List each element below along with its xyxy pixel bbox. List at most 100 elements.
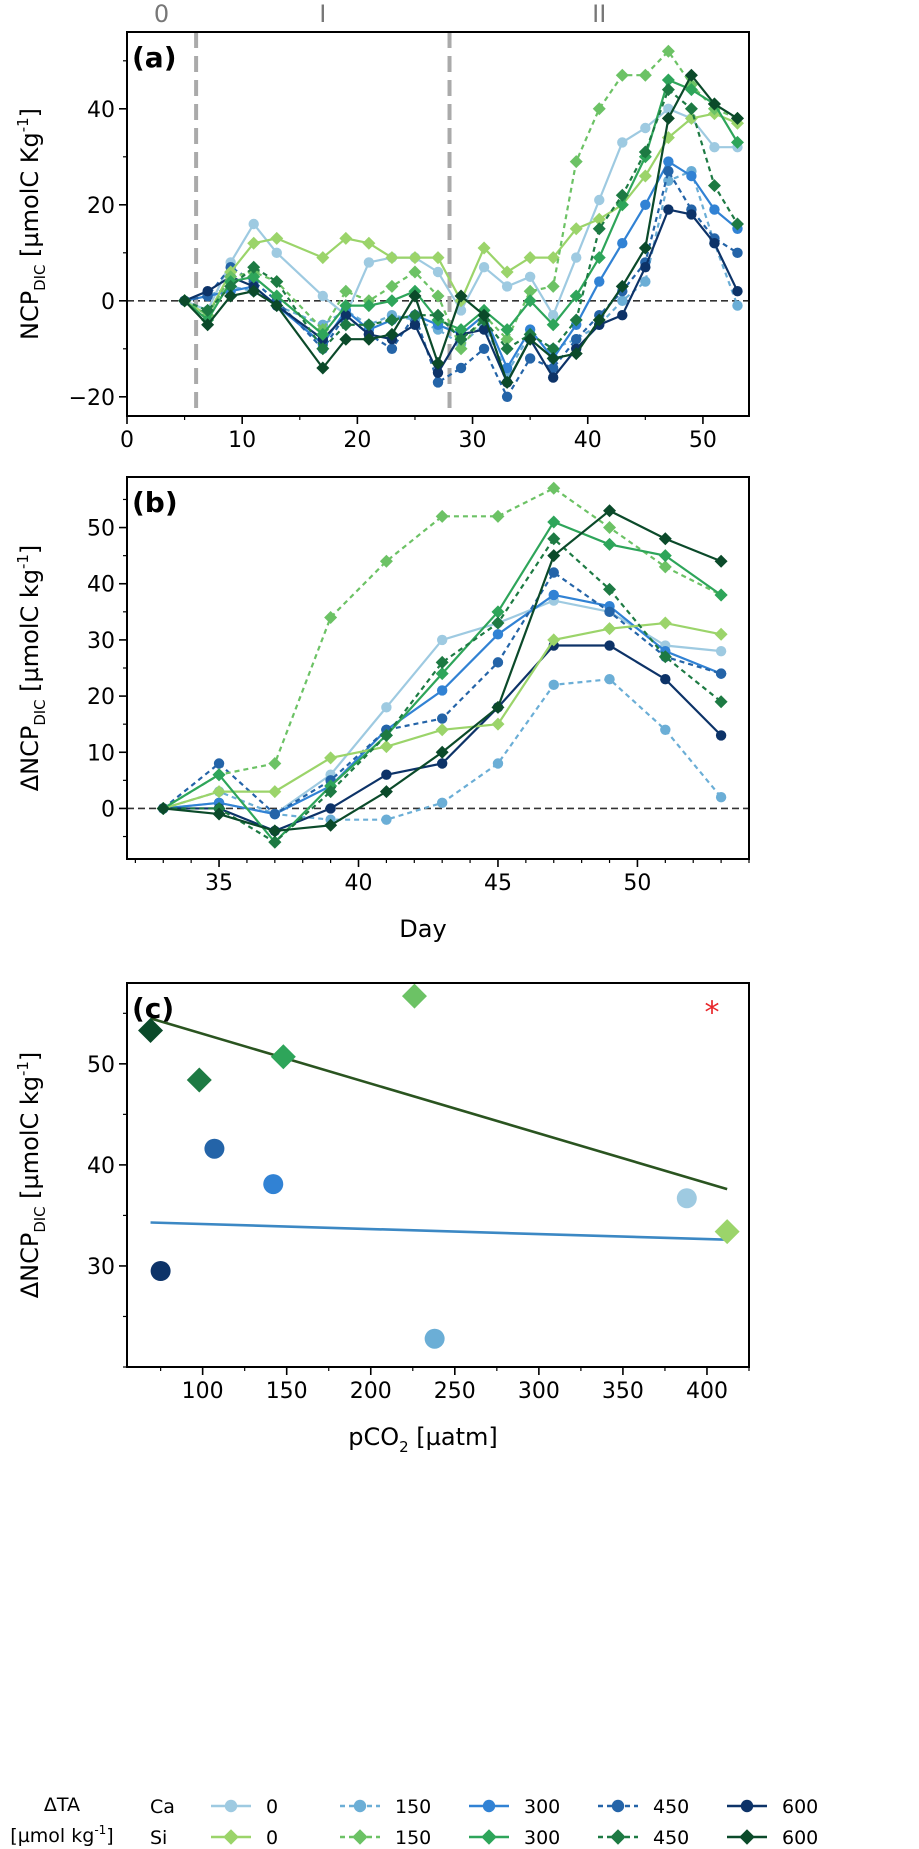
data-point-si_450-5 bbox=[316, 342, 330, 356]
data-point-si_600-3 bbox=[247, 284, 261, 298]
data-point-ca_450-14 bbox=[524, 353, 536, 364]
legend-marker bbox=[224, 1799, 238, 1813]
x-tick-label: 350 bbox=[602, 1379, 644, 1404]
data-point-si_0-7 bbox=[547, 633, 561, 647]
data-point-si_600-14 bbox=[523, 332, 537, 346]
legend-units-end: ] bbox=[106, 1825, 113, 1847]
x-tick-label: 30 bbox=[459, 428, 487, 453]
data-point-si_150-5 bbox=[435, 509, 449, 523]
data-point-si_150-20 bbox=[661, 44, 675, 58]
legend-row-label: Si bbox=[150, 1827, 167, 1849]
data-point-ca_150-8 bbox=[604, 674, 615, 685]
data-point-ca_600-9 bbox=[409, 319, 421, 330]
legend-marker bbox=[223, 1829, 239, 1845]
series-line-si_300 bbox=[162, 520, 722, 844]
data-point-si_300-17 bbox=[592, 251, 606, 265]
legend-marker bbox=[611, 1799, 625, 1813]
data-point-si_0-8 bbox=[385, 251, 399, 265]
y-tick-label: 40 bbox=[87, 573, 115, 598]
data-point-si_300-10 bbox=[714, 588, 728, 602]
panel-c: * 100 150 200 250 300 350 400 30 40 50 (c) ΔNCPDIC [… bbox=[14, 982, 750, 1456]
y-axis-label-sup: -1 bbox=[14, 554, 32, 569]
legend-entry-label: 150 bbox=[395, 1827, 431, 1849]
data-point-si_300-7 bbox=[362, 299, 376, 313]
data-point-si_300-16 bbox=[569, 289, 583, 303]
data-point-si_600-0 bbox=[178, 294, 192, 308]
data-point-si_0-10 bbox=[714, 627, 728, 641]
data-point-si_450-4 bbox=[379, 728, 393, 742]
data-point-si_0-19 bbox=[638, 169, 652, 183]
legend-entry-ca_600: 600 bbox=[727, 1796, 818, 1818]
data-point-ca_450-2 bbox=[269, 808, 281, 820]
y-axis-label-end: ] bbox=[16, 545, 44, 554]
data-point-ca_450-8 bbox=[604, 606, 615, 618]
data-point-si_600-22 bbox=[707, 97, 721, 111]
data-point-ca_150-6 bbox=[492, 758, 504, 769]
data-point-ca_600-6 bbox=[340, 310, 352, 321]
legend-entry-label: 600 bbox=[782, 1796, 818, 1818]
data-point-si_0-7 bbox=[362, 236, 376, 250]
data-point-si_150-8 bbox=[603, 521, 617, 535]
data-point-si_300-11 bbox=[454, 323, 468, 337]
data-point-si_600-4 bbox=[379, 785, 393, 799]
data-point-ca_600-10 bbox=[432, 367, 444, 378]
data-point-ca_300-22 bbox=[709, 204, 720, 215]
data-point-si_600-10 bbox=[431, 356, 445, 370]
data-point-si_0-5 bbox=[435, 723, 449, 737]
data-point-ca_450-13 bbox=[501, 391, 513, 402]
data-point-ca_450-23 bbox=[732, 247, 743, 258]
data-point-ca_450-20 bbox=[663, 166, 674, 177]
data-point-ca_300-17 bbox=[594, 276, 605, 287]
scatter-point-si_0 bbox=[714, 1219, 740, 1245]
y-tick-label: 0 bbox=[101, 797, 115, 822]
series-si_600 bbox=[178, 68, 744, 389]
series-line-ca_0 bbox=[184, 107, 738, 318]
data-point-si_600-5 bbox=[435, 745, 449, 759]
data-point-si_300-8 bbox=[603, 537, 617, 551]
data-point-ca_150-7 bbox=[548, 679, 559, 691]
data-point-si_0-9 bbox=[408, 251, 422, 265]
data-point-si_0-6 bbox=[339, 231, 353, 245]
scatter-point-si_300 bbox=[270, 1044, 296, 1070]
data-point-ca_0-12 bbox=[478, 262, 490, 273]
legend: ΔTA [µmol kg-1] Ca 0 150 300 450 600 Si 0 150 300 45… bbox=[10, 1794, 818, 1849]
legend-entry-si_0: 0 bbox=[211, 1827, 278, 1849]
legend-marker bbox=[740, 1799, 754, 1813]
data-point-si_150-9 bbox=[408, 265, 422, 279]
data-point-ca_0-16 bbox=[571, 252, 582, 263]
data-point-si_150-6 bbox=[491, 509, 505, 523]
data-point-si_0-6 bbox=[491, 717, 505, 731]
x-axis-label: Day bbox=[399, 915, 446, 943]
data-point-si_150-15 bbox=[546, 279, 560, 293]
data-point-ca_600-4 bbox=[381, 769, 392, 780]
data-point-ca_0-17 bbox=[594, 194, 605, 206]
data-point-si_150-16 bbox=[569, 155, 583, 169]
series-line-si_150 bbox=[162, 486, 722, 810]
data-point-ca_300-5 bbox=[436, 685, 448, 696]
legend-entry-label: 150 bbox=[395, 1796, 431, 1818]
x-axis-label-rest: [µatm] bbox=[409, 1423, 498, 1451]
data-point-ca_300-18 bbox=[617, 238, 628, 249]
data-point-ca_600-21 bbox=[686, 209, 697, 220]
data-point-si_150-17 bbox=[592, 102, 606, 116]
data-point-si_450-22 bbox=[707, 179, 721, 193]
data-point-si_0-8 bbox=[603, 622, 617, 636]
legend-entry-ca_300: 300 bbox=[469, 1796, 560, 1818]
data-point-si_450-18 bbox=[615, 188, 629, 202]
data-point-ca_450-1 bbox=[213, 758, 225, 769]
data-point-si_450-23 bbox=[730, 217, 744, 231]
x-tick-label: 40 bbox=[574, 428, 602, 453]
regression-line-fit_ca bbox=[150, 1221, 728, 1241]
legend-entry-ca_150: 150 bbox=[340, 1796, 431, 1818]
data-point-ca_0-19 bbox=[640, 122, 651, 134]
data-point-ca_450-7 bbox=[548, 567, 559, 578]
data-point-si_0-10 bbox=[431, 251, 445, 265]
data-point-ca_600-22 bbox=[709, 238, 720, 249]
data-point-ca_600-5 bbox=[436, 758, 448, 769]
data-point-si_300-6 bbox=[491, 605, 505, 619]
y-axis-label-sub: DIC bbox=[31, 1206, 49, 1232]
data-point-si_450-11 bbox=[454, 332, 468, 346]
data-point-si_450-20 bbox=[661, 83, 675, 97]
data-point-si_600-20 bbox=[661, 111, 675, 125]
